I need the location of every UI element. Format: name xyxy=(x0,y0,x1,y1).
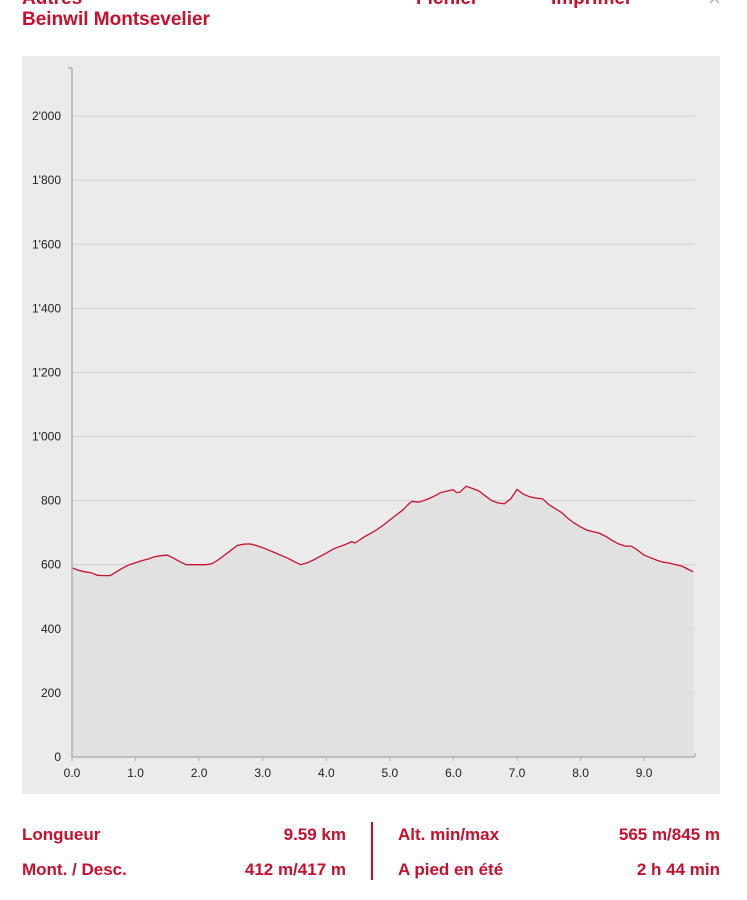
y-tick-label: 600 xyxy=(41,558,61,572)
x-tick-label: 1.0 xyxy=(127,766,144,780)
altitude-value: 565 m/845 m xyxy=(618,825,720,844)
length-label: Longueur xyxy=(22,825,101,844)
elevation-line xyxy=(71,485,694,577)
y-tick-label: 800 xyxy=(41,494,61,508)
route-category-label: Autres xyxy=(22,0,82,10)
header-bar: Autres Beinwil Montsevelier Fichier Impr… xyxy=(0,0,747,40)
elevation-area xyxy=(72,486,694,757)
y-tick-label: 1'800 xyxy=(32,173,61,187)
x-tick-label: 7.0 xyxy=(509,766,526,780)
close-icon[interactable]: × xyxy=(708,0,721,10)
print-link[interactable]: Imprimer xyxy=(551,0,632,10)
y-tick-label: 1'200 xyxy=(32,365,61,379)
x-tick-label: 2.0 xyxy=(191,766,208,780)
walking-time-label: A pied en été xyxy=(398,860,504,879)
y-tick-label: 1'000 xyxy=(32,430,61,444)
walking-time-value: 2 h 44 min xyxy=(636,860,720,879)
altitude-label: Alt. min/max xyxy=(398,825,500,844)
y-tick-label: 0 xyxy=(54,750,61,764)
y-tick-label: 1'400 xyxy=(32,301,61,315)
y-tick-label: 200 xyxy=(41,686,61,700)
ascent-descent-value: 412 m/417 m xyxy=(244,860,346,879)
x-tick-label: 4.0 xyxy=(318,766,335,780)
y-tick-label: 2'000 xyxy=(32,109,61,123)
stats-divider xyxy=(371,822,373,880)
x-tick-label: 6.0 xyxy=(445,766,462,780)
x-tick-label: 3.0 xyxy=(254,766,271,780)
x-tick-label: 5.0 xyxy=(382,766,399,780)
ascent-descent-label: Mont. / Desc. xyxy=(22,860,127,879)
x-tick-label: 0.0 xyxy=(64,766,81,780)
x-tick-label: 9.0 xyxy=(636,766,653,780)
x-tick-label: 8.0 xyxy=(572,766,589,780)
y-tick-label: 1'600 xyxy=(32,237,61,251)
length-value: 9.59 km xyxy=(283,825,346,844)
elevation-profile-chart: 0 200 400 600 800 1'000 1'200 1'400 1'600 1'800 2'… xyxy=(22,56,720,794)
file-link[interactable]: Fichier xyxy=(416,0,478,10)
y-tick-label: 400 xyxy=(41,622,61,636)
elevation-chart-svg: 0 200 400 600 800 1'000 1'200 1'400 1'600 1'800 2'… xyxy=(32,67,696,780)
route-title: Beinwil Montsevelier xyxy=(22,9,210,30)
